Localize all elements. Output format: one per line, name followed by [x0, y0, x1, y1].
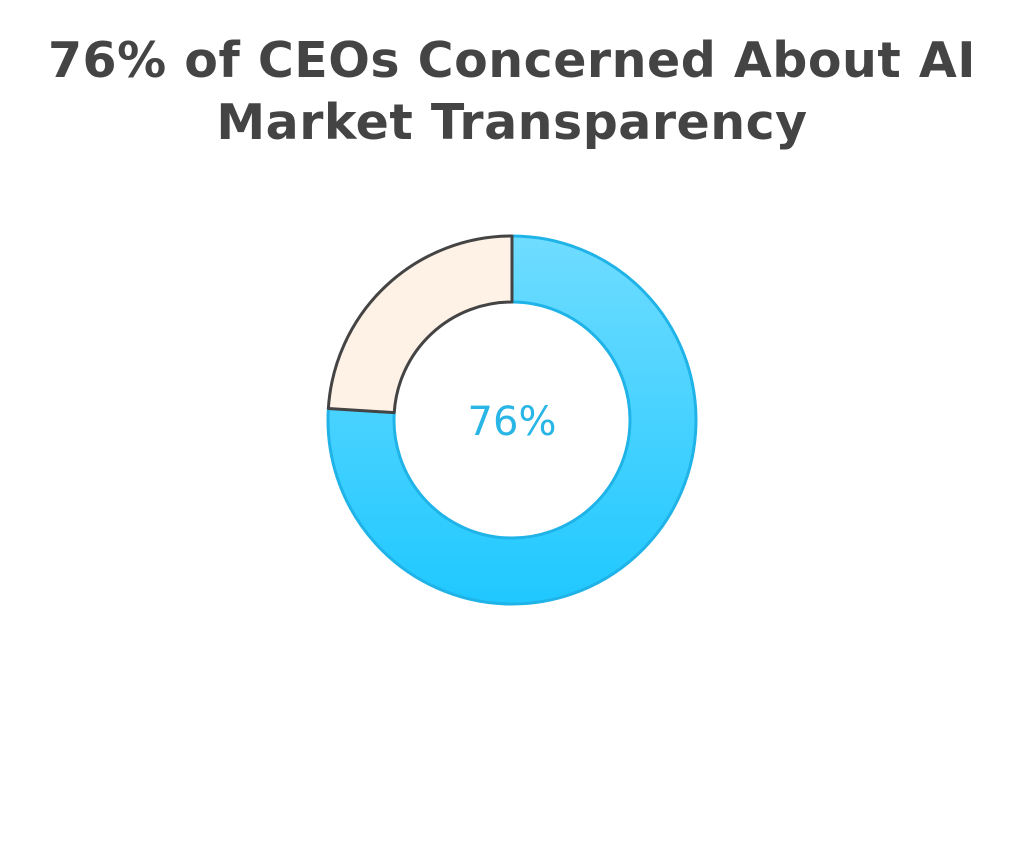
donut-slice-remainder: [326, 234, 514, 415]
chart-title: 76% of CEOs Concerned About AI Market Tr…: [47, 32, 977, 151]
donut-slice-primary: [326, 234, 698, 606]
center-value-label: 76%: [468, 399, 557, 445]
donut-slices: [326, 234, 698, 606]
